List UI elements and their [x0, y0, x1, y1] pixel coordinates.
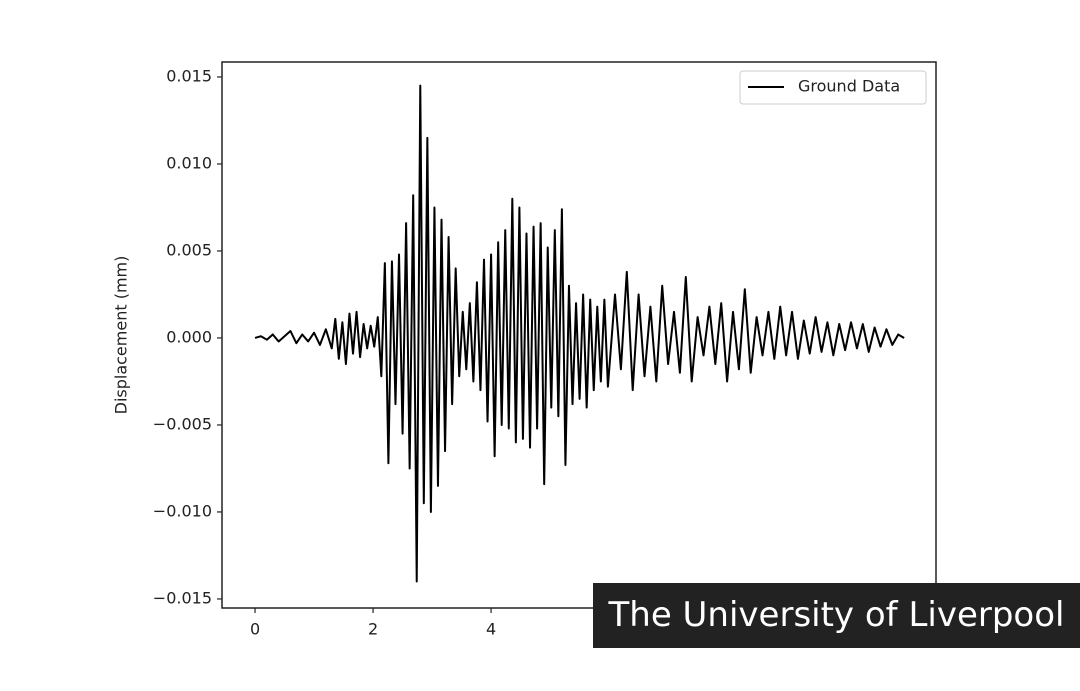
y-tick-label: 0.005 — [166, 240, 212, 259]
plot-frame — [221, 61, 937, 609]
y-tick-label: −0.015 — [153, 588, 212, 607]
y-tick-label: −0.010 — [153, 501, 212, 520]
x-tick-label: 2 — [368, 620, 378, 639]
y-tick-label: 0.010 — [166, 153, 212, 172]
x-tick-label: 0 — [250, 620, 260, 639]
x-tick-label: 4 — [486, 620, 496, 639]
y-tick-label: 0.000 — [166, 327, 212, 346]
data-line — [254, 84, 905, 583]
legend-box — [739, 70, 927, 105]
y-tick-label: −0.005 — [153, 414, 212, 433]
caption: The University of Liverpool — [593, 583, 1080, 648]
legend-label: Ground Data — [798, 77, 900, 96]
y-tick-label: 0.015 — [166, 66, 212, 85]
y-axis-label: Displacement (mm) — [112, 256, 131, 415]
